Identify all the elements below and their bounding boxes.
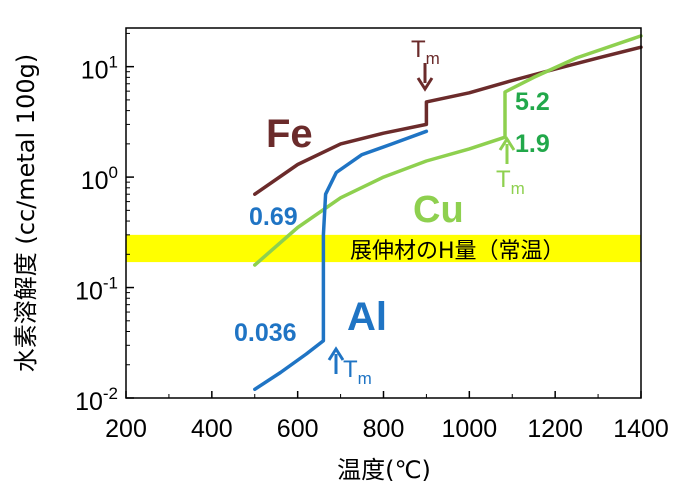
x-tick-label: 600 [277,415,319,443]
series-line-fe [253,45,643,196]
y-tick-label: 101 [81,53,118,85]
hydrogen-band [126,234,641,263]
x-tick-label: 800 [363,415,405,443]
x-tick-label: 400 [191,415,233,443]
x-tick-label: 1000 [442,415,498,443]
y-tick-label: 10-1 [75,274,118,306]
fe-tm-annotation: Tm [411,36,440,92]
y-tick-label: 100 [81,163,118,195]
svg-text:Tm: Tm [343,356,372,388]
al-label: Al [347,295,387,339]
x-tick-label: 200 [105,415,147,443]
cu-high-label: 5.2 [515,88,550,116]
svg-text:Tm: Tm [411,36,440,68]
y-axis-title: 水素溶解度 (cc/metal 100g) [12,54,40,372]
svg-text:Tm: Tm [496,166,525,198]
cu-label: Cu [413,189,464,231]
fe-label: Fe [266,112,313,156]
al-high-label: 0.69 [249,203,298,231]
x-axis-title: 温度(℃) [337,456,431,484]
series-line-al [253,129,429,392]
plot-frame [125,27,642,399]
y-tick-label: 10-2 [75,384,118,416]
x-tick-label: 1400 [613,415,669,443]
cu-tm-annotation: Tm [496,136,525,198]
cu-low-label: 1.9 [515,130,550,158]
band-label: 展伸材のH量（常温） [350,239,565,264]
x-tick-label: 1200 [527,415,583,443]
al-low-label: 0.036 [234,319,297,347]
plot-layer [126,34,643,392]
axis-ticks: 200 400 600 800 1000 1200 1400 101 100 10-1 10-2 [75,32,669,443]
al-tm-annotation: Tm [327,346,372,388]
